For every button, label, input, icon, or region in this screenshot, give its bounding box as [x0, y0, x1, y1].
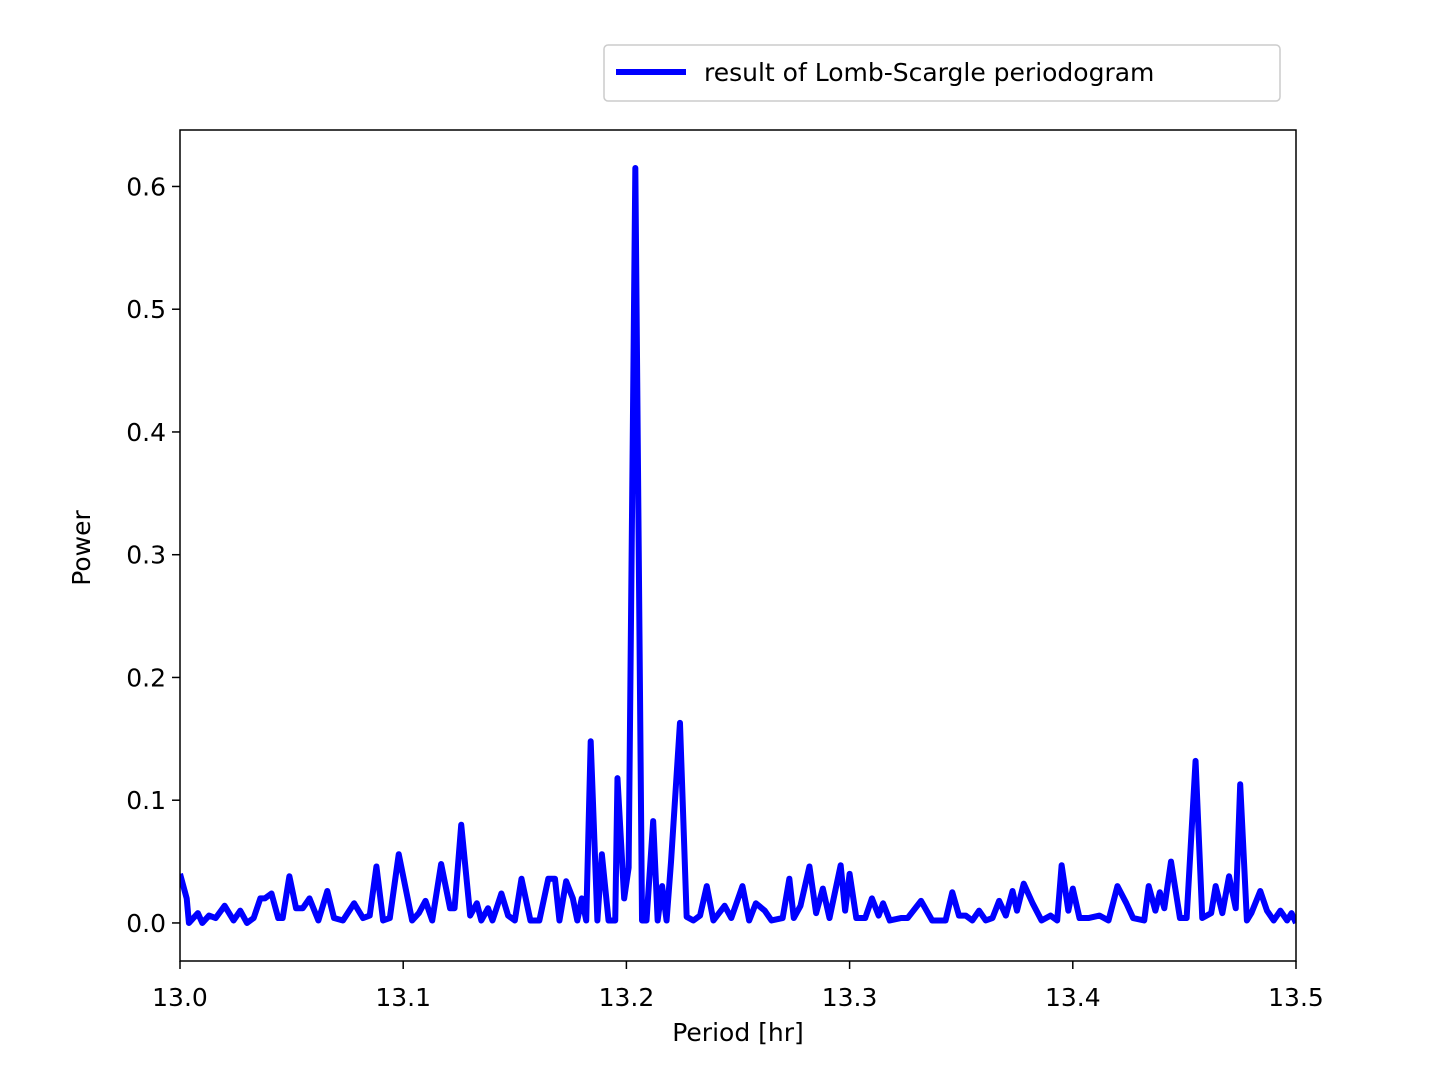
y-tick-label: 0.1 — [126, 786, 166, 815]
x-axis-label: Period [hr] — [672, 1018, 804, 1047]
legend-box — [603, 44, 1281, 102]
y-axis-label: Power — [67, 509, 96, 585]
x-tick-label: 13.1 — [375, 983, 431, 1012]
legend: result of Lomb-Scargle periodogram — [603, 44, 1281, 102]
y-tick-label: 0.5 — [126, 295, 166, 324]
x-tick-label: 13.0 — [152, 983, 208, 1012]
y-tick-label: 0.0 — [126, 909, 166, 938]
y-tick-label: 0.6 — [126, 172, 166, 201]
x-tick-label: 13.5 — [1268, 983, 1324, 1012]
line — [180, 165, 1296, 926]
y-tick-label: 0.4 — [126, 418, 166, 447]
legend-label: result of Lomb-Scargle periodogram — [704, 58, 1154, 87]
y-tick-label: 0.3 — [126, 541, 166, 570]
y-tick-label: 0.2 — [126, 663, 166, 692]
plot-frame — [179, 129, 1297, 962]
x-tick-label: 13.4 — [1045, 983, 1101, 1012]
x-tick-label: 13.2 — [599, 983, 655, 1012]
x-tick-label: 13.3 — [822, 983, 878, 1012]
